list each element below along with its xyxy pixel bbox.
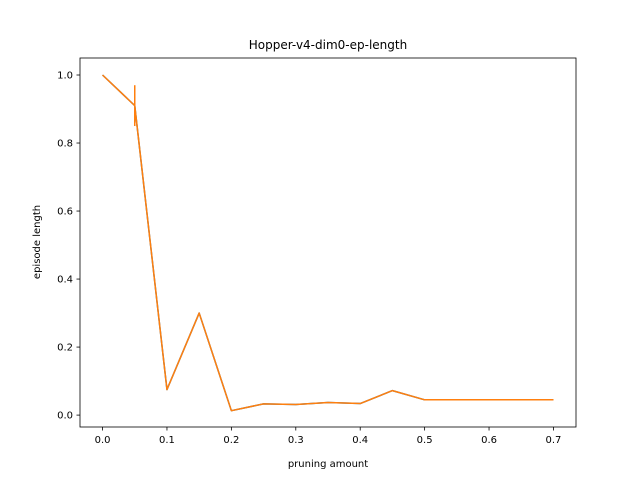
x-tick-label: 0.4: [352, 435, 368, 446]
x-axis-ticks: 0.0 0.1 0.2 0.3 0.4 0.5 0.6 0.7: [95, 427, 562, 446]
x-tick-label: 0.0: [95, 435, 111, 446]
x-axis-label: pruning amount: [288, 459, 368, 470]
y-tick-label: 1.0: [57, 71, 73, 82]
x-tick-label: 0.3: [288, 435, 304, 446]
x-tick-label: 0.7: [546, 435, 562, 446]
plot-area: [102, 74, 554, 412]
y-tick-label: 0.6: [57, 207, 73, 218]
y-axis-ticks: 0.0 0.2 0.4 0.6 0.8 1.0: [57, 71, 80, 422]
y-tick-label: 0.4: [57, 275, 73, 286]
plot-frame: [79, 57, 577, 428]
y-tick-label: 0.0: [57, 411, 73, 422]
x-tick-label: 0.5: [417, 435, 433, 446]
y-tick-label: 0.8: [57, 139, 73, 150]
y-axis-label: episode length: [32, 205, 43, 279]
x-tick-label: 0.2: [223, 435, 239, 446]
series-line-2: [102, 74, 554, 412]
x-tick-label: 0.6: [481, 435, 497, 446]
chart-title: Hopper-v4-dim0-ep-length: [249, 38, 407, 52]
y-tick-label: 0.2: [57, 343, 73, 354]
x-tick-label: 0.1: [159, 435, 175, 446]
